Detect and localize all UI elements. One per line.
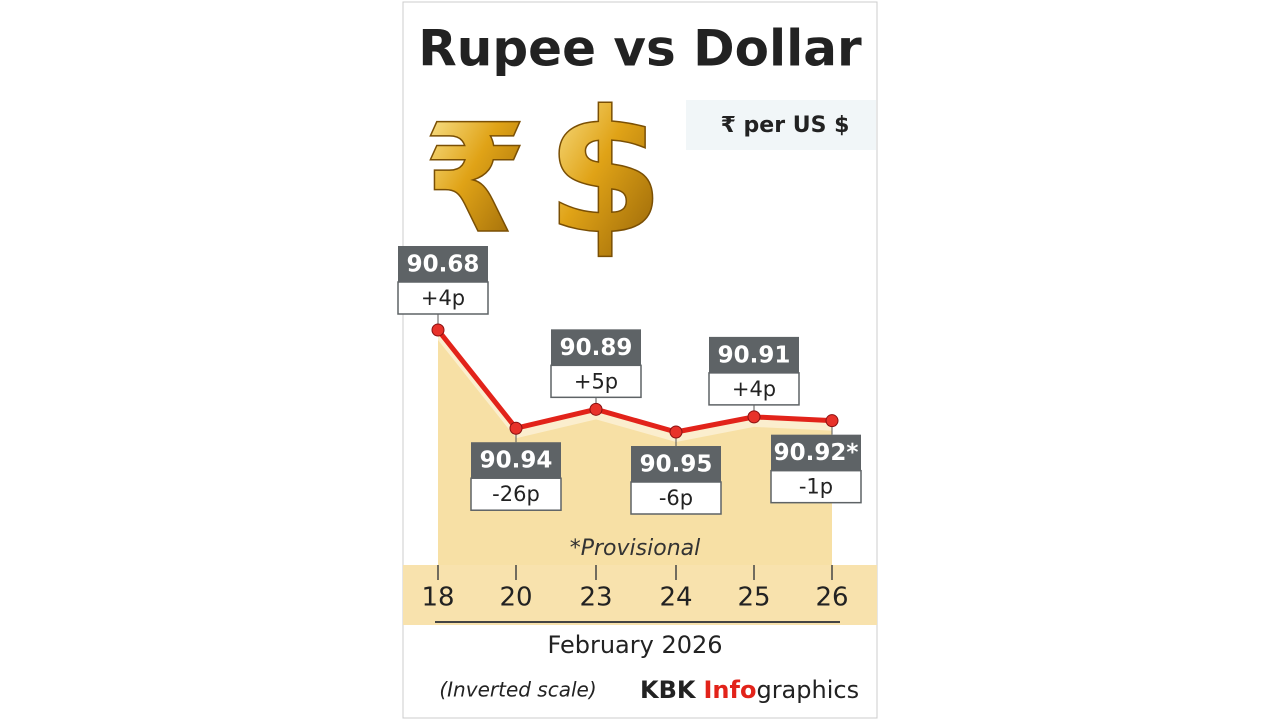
value-label: 90.95 <box>640 452 713 478</box>
line <box>436 328 833 435</box>
x-tick-label: 24 <box>659 583 692 613</box>
credit-brand: KBK <box>640 676 697 704</box>
axis-band <box>403 565 877 625</box>
value-label: 90.89 <box>560 335 633 361</box>
value-box-body <box>550 364 642 399</box>
plot: 18 90.68 +4p 20 90.94 -26p 23 90.89 +5p 24 90.95 -6… <box>397 246 862 613</box>
point <box>509 421 523 435</box>
value-box-body <box>470 477 562 511</box>
point <box>825 414 839 428</box>
change-label: -1p <box>799 475 833 499</box>
chart-title: Rupee vs Dollar <box>418 20 862 78</box>
x-tick-label: 26 <box>815 583 848 613</box>
x-tick-label: 18 <box>421 583 454 613</box>
value-box-head <box>471 442 561 479</box>
value-box-head <box>631 446 721 482</box>
value-box-head <box>398 246 488 282</box>
x-axis-label: February 2026 <box>547 631 722 659</box>
dollar-symbol: $ <box>546 74 664 272</box>
unit-box <box>686 100 876 150</box>
credit-highlight: Info <box>704 676 757 704</box>
credit-rest: graphics <box>756 676 859 704</box>
note: *Provisional <box>570 536 700 561</box>
value-label: 90.92* <box>774 440 859 466</box>
value-box-body <box>770 469 862 504</box>
footnote: (Inverted scale) <box>439 678 596 702</box>
value-box-head <box>551 329 641 366</box>
value-box-head <box>709 336 799 373</box>
change-label: +5p <box>574 369 618 393</box>
change-label: -26p <box>492 482 540 506</box>
x-tick-label: 20 <box>499 583 532 613</box>
value-box-head <box>771 434 861 471</box>
point <box>589 402 603 416</box>
value-label: 90.68 <box>407 252 480 278</box>
value-label: 90.91 <box>718 342 791 368</box>
point <box>431 323 445 337</box>
change-label: -6p <box>659 486 693 510</box>
point <box>747 410 761 424</box>
credit: KBK Infographics <box>640 676 859 704</box>
change-label: +4p <box>421 286 465 310</box>
x-tick-label: 23 <box>579 583 612 613</box>
value-label: 90.94 <box>480 448 553 474</box>
point <box>669 425 683 439</box>
x-tick-label: 25 <box>737 583 770 613</box>
unit-label: ₹ per US $ <box>721 113 850 138</box>
rupee-symbol: ₹ <box>423 93 527 267</box>
value-box-body <box>708 372 800 406</box>
change-label: +4p <box>732 377 776 401</box>
value-box-body <box>630 481 722 515</box>
value-box-body <box>397 281 489 315</box>
